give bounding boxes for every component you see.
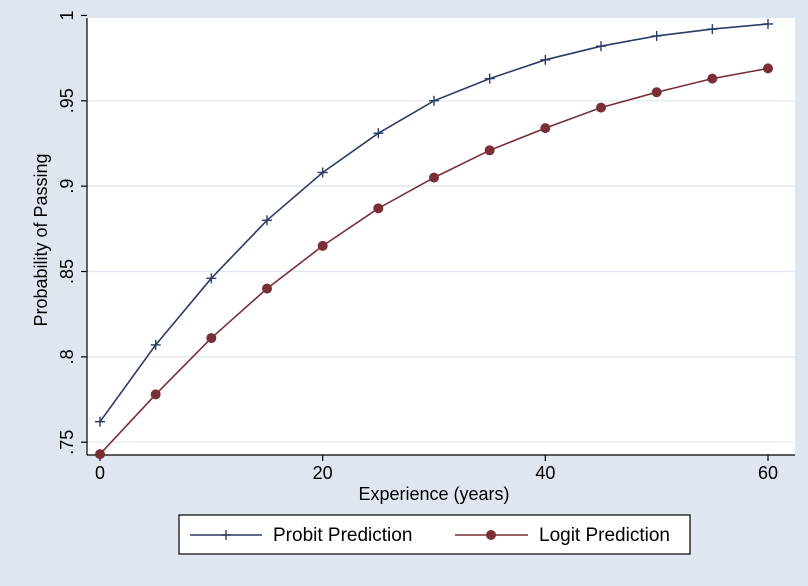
data-point — [596, 41, 606, 52]
data-point — [373, 128, 384, 139]
y-tick-label: .85 — [57, 259, 77, 284]
legend-key-marker-logit — [486, 530, 496, 540]
x-tick-label: 60 — [758, 463, 778, 483]
data-point — [707, 24, 718, 35]
series-layer — [95, 18, 773, 460]
legend-items — [190, 530, 528, 540]
data-point — [707, 73, 718, 84]
data-point — [763, 18, 773, 29]
x-tick-label: 20 — [313, 463, 333, 483]
data-point — [95, 449, 105, 460]
x-tick-label: 0 — [95, 463, 105, 483]
data-point — [651, 87, 662, 98]
data-point — [95, 416, 105, 427]
legend-box — [178, 514, 691, 555]
y-axis-title: Probability of Passing — [31, 153, 51, 326]
data-point — [317, 167, 328, 178]
series-logit — [95, 63, 773, 460]
x-tick-label: 40 — [535, 463, 555, 483]
legend-label-logit: Logit Prediction — [539, 525, 670, 546]
plot-area — [87, 18, 795, 455]
data-point — [206, 273, 217, 284]
data-point — [540, 54, 551, 65]
data-point — [596, 102, 606, 113]
data-point — [484, 73, 495, 84]
grid-lines — [87, 14, 795, 443]
x-axis-title: Experience (years) — [358, 484, 509, 504]
data-point — [651, 30, 662, 41]
data-point — [317, 240, 328, 251]
axes: .75 .8 .85 .9 .95 1 0 20 40 60 — [57, 10, 795, 483]
data-point — [763, 63, 773, 74]
data-point — [150, 389, 161, 400]
y-tick-label: .95 — [57, 88, 77, 113]
y-tick-label: .9 — [57, 179, 77, 194]
y-tick-label: .8 — [57, 349, 77, 364]
data-point — [429, 95, 439, 106]
legend: Probit Prediction Logit Prediction — [178, 514, 691, 555]
legend-key-marker-probit — [221, 530, 231, 540]
data-point — [150, 339, 161, 350]
data-point — [540, 123, 551, 134]
data-point — [373, 203, 384, 214]
data-point — [484, 145, 495, 156]
legend-label-probit: Probit Prediction — [273, 525, 412, 546]
data-point — [429, 172, 439, 183]
y-tick-label: 1 — [57, 10, 77, 20]
series-probit — [95, 18, 773, 427]
data-point — [206, 333, 217, 344]
data-point — [262, 283, 272, 294]
data-point — [262, 215, 272, 226]
y-tick-label: .75 — [57, 430, 77, 455]
